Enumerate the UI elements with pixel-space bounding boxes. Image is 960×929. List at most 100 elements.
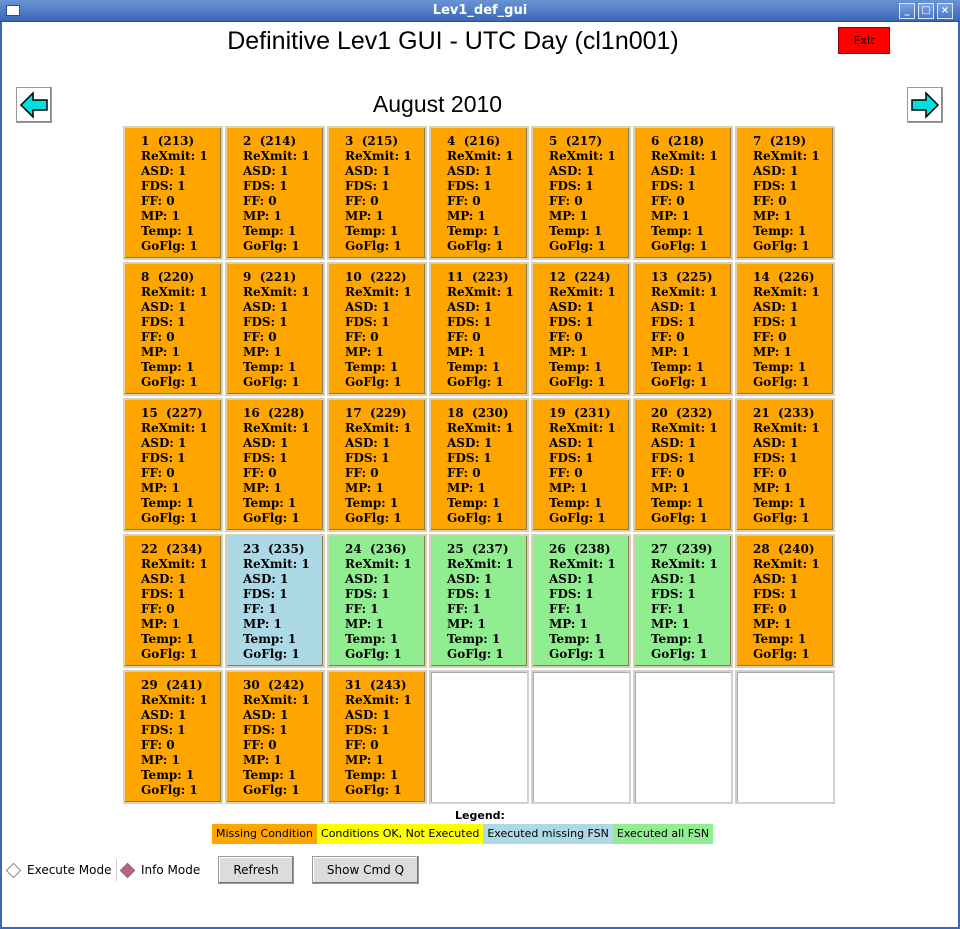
- window-title-bar[interactable]: Lev1_def_gui _ □ ×: [0, 0, 960, 22]
- asd-label: ASD:: [345, 164, 378, 178]
- info-mode-radio[interactable]: Info Mode: [118, 859, 200, 881]
- day-goflg-row: GoFlg: 1: [549, 239, 629, 254]
- temp-label: Temp:: [651, 632, 692, 646]
- day-ff-row: FF: 0: [345, 466, 425, 481]
- mp-label: MP:: [243, 345, 270, 359]
- execute-mode-radio[interactable]: Execute Mode: [4, 859, 117, 881]
- goflg-label: GoFlg:: [345, 783, 390, 797]
- ff-value: 1: [268, 602, 277, 616]
- ff-value: 0: [268, 194, 277, 208]
- goflg-label: GoFlg:: [651, 647, 696, 661]
- day-goflg-row: GoFlg: 1: [345, 783, 425, 798]
- day-goflg-row: GoFlg: 1: [447, 239, 527, 254]
- goflg-label: GoFlg:: [549, 239, 594, 253]
- goflg-value: 1: [495, 511, 504, 525]
- rexmit-value: 1: [811, 285, 820, 299]
- window-menu-icon[interactable]: [6, 5, 20, 16]
- ff-label: FF:: [753, 602, 775, 616]
- day-cell-7[interactable]: 7 (219) ReXmit: 1 ASD: 1 FDS: 1 FF: 0 MP: 1 Te…: [735, 126, 835, 260]
- goflg-value: 1: [801, 239, 810, 253]
- temp-label: Temp:: [753, 496, 794, 510]
- day-cell-9[interactable]: 9 (221) ReXmit: 1 ASD: 1 FDS: 1 FF: 0 MP: 1 Te…: [225, 262, 325, 396]
- day-fds-row: FDS: 1: [651, 315, 731, 330]
- day-header: 16 (228): [243, 406, 305, 420]
- day-mp-row: MP: 1: [345, 209, 425, 224]
- fds-value: 1: [687, 179, 696, 193]
- temp-value: 1: [389, 496, 399, 510]
- goflg-value: 1: [291, 647, 300, 661]
- close-icon[interactable]: ×: [937, 3, 953, 19]
- fds-value: 1: [585, 179, 594, 193]
- goflg-label: GoFlg:: [651, 375, 696, 389]
- day-number: 4: [447, 134, 456, 148]
- show-cmd-q-button[interactable]: Show Cmd Q: [312, 856, 419, 884]
- refresh-button[interactable]: Refresh: [218, 856, 294, 884]
- rexmit-label: ReXmit:: [753, 285, 808, 299]
- day-asd-row: ASD: 1: [753, 164, 833, 179]
- mp-label: MP:: [447, 617, 474, 631]
- day-cell-6[interactable]: 6 (218) ReXmit: 1 ASD: 1 FDS: 1 FF: 0 MP: 1 Te…: [633, 126, 733, 260]
- fds-value: 1: [789, 587, 798, 601]
- rexmit-value: 1: [199, 421, 208, 435]
- asd-label: ASD:: [651, 300, 684, 314]
- mp-label: MP:: [549, 209, 576, 223]
- day-goflg-row: GoFlg: 1: [141, 375, 221, 390]
- day-cell-3[interactable]: 3 (215) ReXmit: 1 ASD: 1 FDS: 1 FF: 0 MP: 1 Te…: [327, 126, 427, 260]
- goflg-label: GoFlg:: [141, 511, 186, 525]
- rexmit-label: ReXmit:: [753, 557, 808, 571]
- day-mp-row: MP: 1: [243, 753, 323, 768]
- asd-label: ASD:: [549, 300, 582, 314]
- temp-label: Temp:: [141, 224, 182, 238]
- ff-value: 0: [574, 194, 583, 208]
- temp-value: 1: [287, 496, 297, 510]
- temp-label: Temp:: [753, 632, 794, 646]
- ff-value: 0: [268, 330, 277, 344]
- asd-value: 1: [484, 300, 493, 314]
- fds-label: FDS:: [753, 451, 786, 465]
- minimize-icon[interactable]: _: [899, 3, 915, 19]
- asd-value: 1: [790, 300, 799, 314]
- fds-value: 1: [177, 315, 186, 329]
- day-fds-row: FDS: 1: [753, 315, 833, 330]
- day-mp-row: MP: 1: [651, 209, 731, 224]
- day-ff-row: FF: 0: [447, 194, 527, 209]
- day-cell-8[interactable]: 8 (220) ReXmit: 1 ASD: 1 FDS: 1 FF: 0 MP: 1 Te…: [123, 262, 223, 396]
- next-month-button[interactable]: [907, 87, 943, 123]
- day-cell-4[interactable]: 4 (216) ReXmit: 1 ASD: 1 FDS: 1 FF: 0 MP: 1 Te…: [429, 126, 529, 260]
- exit-button[interactable]: Exit: [838, 27, 890, 54]
- ff-label: FF:: [753, 466, 775, 480]
- day-cell-2[interactable]: 2 (214) ReXmit: 1 ASD: 1 FDS: 1 FF: 0 MP: 1 Te…: [225, 126, 325, 260]
- ff-value: 0: [676, 330, 685, 344]
- rexmit-label: ReXmit:: [345, 693, 400, 707]
- day-cell-1[interactable]: 1 (213) ReXmit: 1 ASD: 1 FDS: 1 FF: 0 MP: 1 Te…: [123, 126, 223, 260]
- day-cell-5[interactable]: 5 (217) ReXmit: 1 ASD: 1 FDS: 1 FF: 0 MP: 1 Te…: [531, 126, 631, 260]
- day-temp-row: Temp: 1: [345, 632, 425, 647]
- window-frame: [0, 22, 960, 929]
- previous-month-button[interactable]: [16, 87, 52, 123]
- day-number: 25: [447, 542, 464, 556]
- asd-label: ASD:: [243, 164, 276, 178]
- maximize-icon[interactable]: □: [918, 3, 934, 19]
